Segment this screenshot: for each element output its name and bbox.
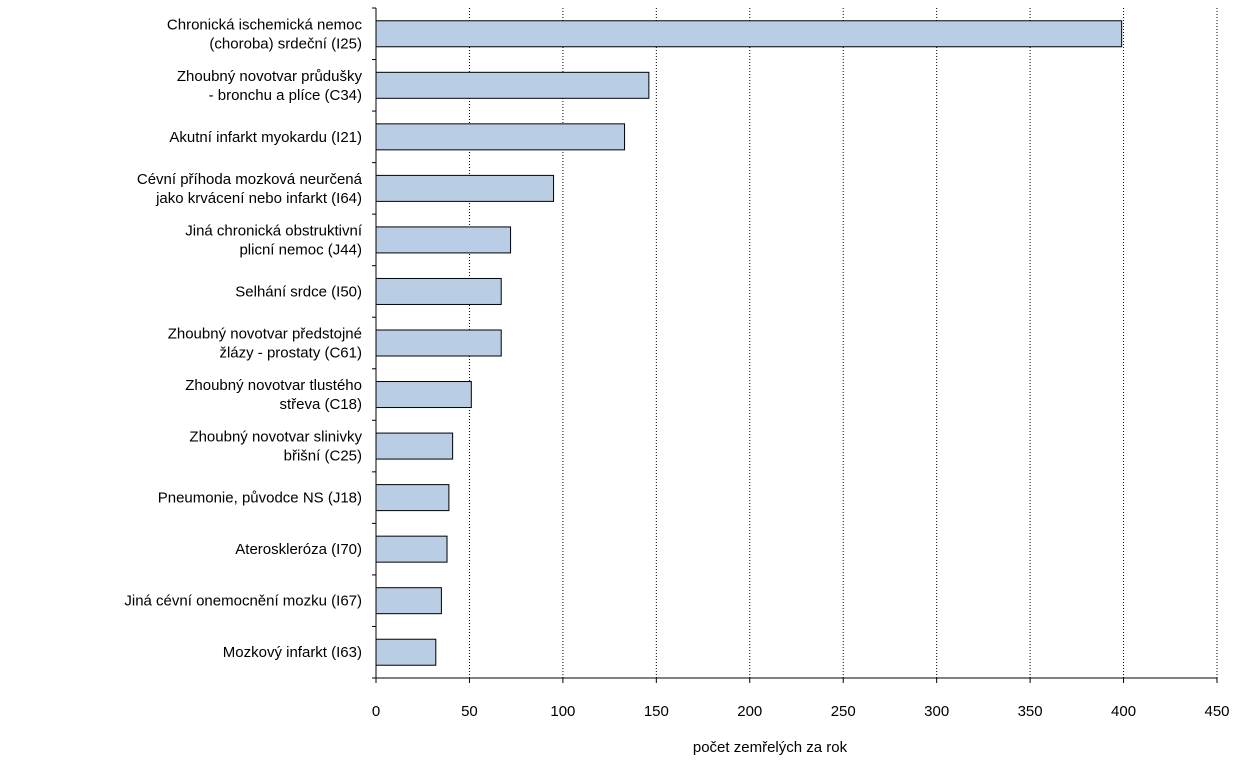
category-label-7: Zhoubný novotvar tlustého střeva (C18): [185, 377, 362, 413]
x-tick-label-8: 400: [1111, 703, 1136, 720]
bar-2: [375, 123, 626, 151]
bar-0: [375, 20, 1123, 48]
category-label-0-line-1: (choroba) srdeční (I25): [209, 35, 362, 52]
bar-12: [375, 638, 437, 666]
category-label-10: Ateroskleróza (I70): [235, 541, 362, 558]
bar-7: [375, 381, 472, 409]
category-label-4-line-1: plicní nemoc (J44): [239, 241, 362, 258]
x-axis-label: počet zemřelých za rok: [693, 739, 848, 755]
bar-5: [375, 277, 502, 305]
x-tick-label-4: 200: [737, 703, 762, 720]
x-tick-label-5: 250: [831, 703, 856, 720]
bar-6: [375, 329, 502, 357]
category-label-6-line-0: Zhoubný novotvar předstojné: [168, 326, 362, 343]
category-labels: Chronická ischemická nemoc (choroba) srde…: [124, 16, 362, 661]
bar-3: [375, 174, 555, 202]
category-label-11: Jiná cévní onemocnění mozku (I67): [124, 593, 362, 610]
bar-8: [375, 432, 454, 460]
bar-4: [375, 226, 512, 254]
x-tick-label-6: 300: [924, 703, 949, 720]
category-label-11-line-0: Jiná cévní onemocnění mozku (I67): [124, 593, 362, 610]
category-label-7-line-0: Zhoubný novotvar tlustého: [185, 377, 362, 394]
grid-lines: [468, 8, 1218, 678]
category-label-1: Zhoubný novotvar průdušky - bronchu a plí…: [177, 68, 363, 104]
x-tick-labels: 0 50 100 150 200 250 300 350 400 450: [372, 703, 1230, 720]
category-label-12-line-0: Mozkový infarkt (I63): [223, 644, 362, 661]
x-tick-label-0: 0: [372, 703, 380, 720]
category-label-5-line-0: Selhání srdce (I50): [235, 283, 362, 300]
category-label-4: Jiná chronická obstruktivní plicní nemoc …: [185, 222, 363, 258]
x-tick-label-7: 350: [1018, 703, 1043, 720]
bars: [375, 20, 1123, 666]
category-label-9-line-0: Pneumonie, původce NS (J18): [158, 490, 362, 507]
axes: [372, 7, 1218, 683]
category-label-6: Zhoubný novotvar předstojné žlázy - prost…: [168, 326, 362, 362]
bar-10: [375, 535, 448, 563]
bar-1: [375, 71, 650, 99]
bar-9: [375, 484, 450, 512]
x-tick-label-3: 150: [644, 703, 669, 720]
category-label-10-line-0: Ateroskleróza (I70): [235, 541, 362, 558]
x-tick-label-9: 450: [1204, 703, 1229, 720]
category-label-12: Mozkový infarkt (I63): [223, 644, 362, 661]
category-label-2: Akutní infarkt myokardu (I21): [169, 129, 362, 146]
category-label-0: Chronická ischemická nemoc (choroba) srde…: [167, 16, 363, 52]
category-label-5: Selhání srdce (I50): [235, 283, 362, 300]
category-label-7-line-1: střeva (C18): [279, 396, 362, 413]
x-tick-label-1: 50: [461, 703, 478, 720]
category-label-9: Pneumonie, původce NS (J18): [158, 490, 362, 507]
category-label-8-line-0: Zhoubný novotvar slinivky: [189, 429, 362, 446]
category-label-8-line-1: břišní (C25): [284, 448, 362, 465]
category-label-1-line-1: - bronchu a plíce (C34): [209, 87, 362, 104]
x-tick-label-2: 100: [550, 703, 575, 720]
category-label-1-line-0: Zhoubný novotvar průdušky: [177, 68, 363, 85]
category-label-8: Zhoubný novotvar slinivky břišní (C25): [189, 429, 362, 465]
category-label-3: Cévní příhoda mozková neurčená jako krvác…: [137, 171, 363, 207]
category-label-0-line-0: Chronická ischemická nemoc: [167, 16, 363, 33]
category-label-3-line-0: Cévní příhoda mozková neurčená: [137, 171, 363, 188]
category-label-3-line-1: jako krvácení nebo infarkt (I64): [155, 190, 362, 207]
bar-11: [375, 587, 442, 615]
category-label-4-line-0: Jiná chronická obstruktivní: [185, 222, 363, 239]
category-label-2-line-0: Akutní infarkt myokardu (I21): [169, 129, 362, 146]
category-label-6-line-1: žlázy - prostaty (C61): [219, 345, 362, 362]
